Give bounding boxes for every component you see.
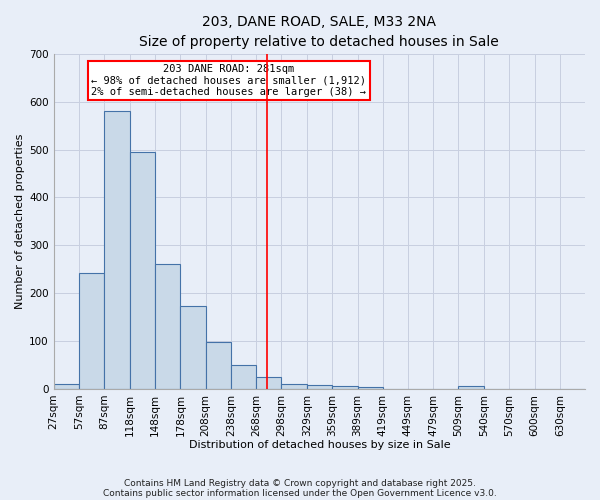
Y-axis label: Number of detached properties: Number of detached properties xyxy=(15,134,25,309)
Bar xyxy=(79,272,104,389)
Title: 203, DANE ROAD, SALE, M33 2NA
Size of property relative to detached houses in Sa: 203, DANE ROAD, SALE, M33 2NA Size of pr… xyxy=(139,15,499,48)
Bar xyxy=(181,306,206,389)
X-axis label: Distribution of detached houses by size in Sale: Distribution of detached houses by size … xyxy=(188,440,450,450)
Bar xyxy=(458,386,484,389)
Bar xyxy=(307,385,332,389)
Bar xyxy=(104,112,130,389)
Text: 203 DANE ROAD: 281sqm
← 98% of detached houses are smaller (1,912)
2% of semi-de: 203 DANE ROAD: 281sqm ← 98% of detached … xyxy=(91,64,367,97)
Bar xyxy=(206,342,231,389)
Bar xyxy=(231,365,256,389)
Bar xyxy=(256,377,281,389)
Bar xyxy=(332,386,358,389)
Bar xyxy=(155,264,181,389)
Bar xyxy=(358,388,383,389)
Bar xyxy=(130,152,155,389)
Text: Contains public sector information licensed under the Open Government Licence v3: Contains public sector information licen… xyxy=(103,488,497,498)
Bar xyxy=(53,384,79,389)
Text: Contains HM Land Registry data © Crown copyright and database right 2025.: Contains HM Land Registry data © Crown c… xyxy=(124,478,476,488)
Bar xyxy=(281,384,307,389)
